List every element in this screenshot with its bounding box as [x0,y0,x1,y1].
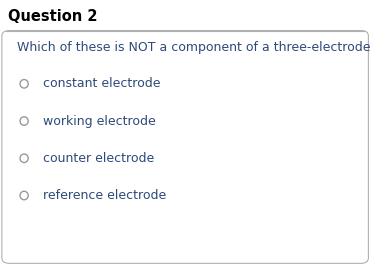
Ellipse shape [20,117,28,125]
Text: working electrode: working electrode [43,115,155,127]
Ellipse shape [20,191,28,200]
Text: constant electrode: constant electrode [43,77,160,90]
Text: counter electrode: counter electrode [43,152,154,165]
Ellipse shape [20,154,28,163]
Text: Which of these is NOT a component of a three-electrode cell?: Which of these is NOT a component of a t… [17,41,371,54]
FancyBboxPatch shape [2,31,368,263]
Ellipse shape [20,80,28,88]
Text: Question 2: Question 2 [8,9,98,24]
Text: reference electrode: reference electrode [43,189,166,202]
